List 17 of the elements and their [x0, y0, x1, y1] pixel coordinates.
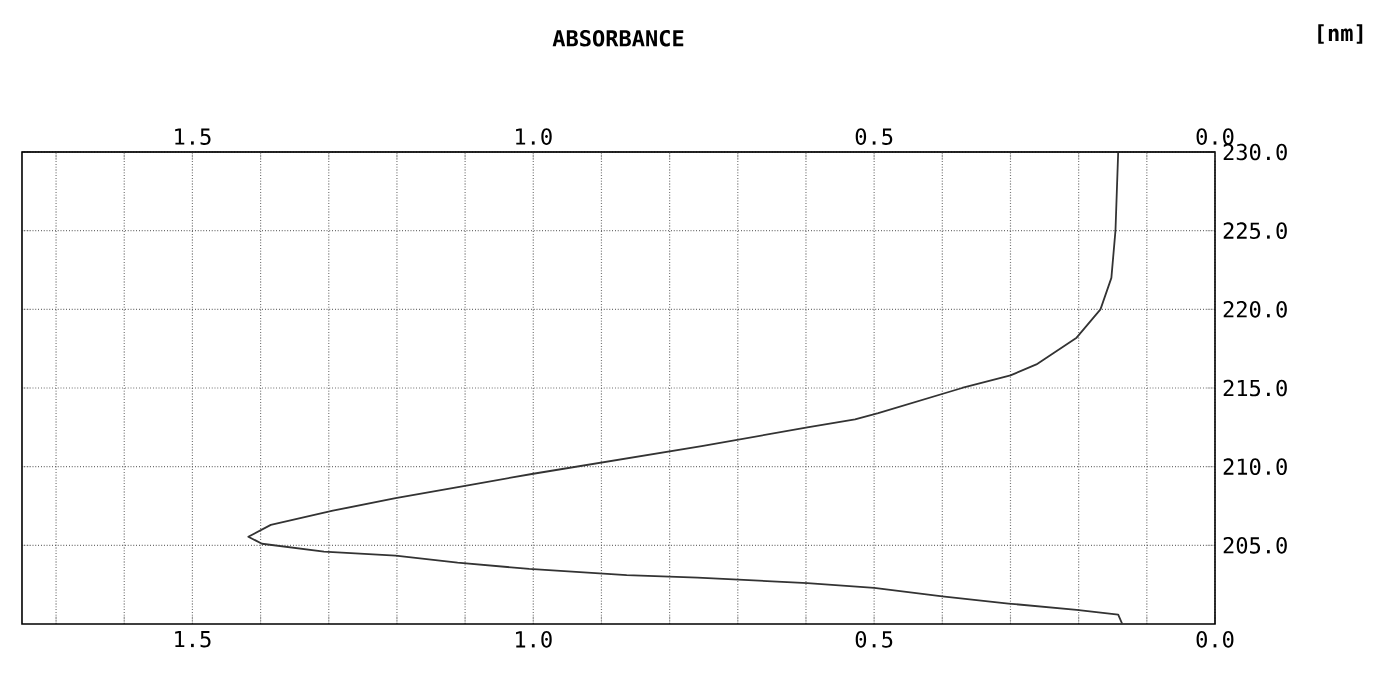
y-tick-label: 210.0 [1223, 458, 1287, 475]
x2-tick-label: 0.0 [1196, 631, 1234, 648]
y-tick-label: 225.0 [1223, 222, 1287, 239]
line-series [247, 152, 1124, 624]
x-tick-label: 0.5 [855, 128, 893, 145]
y-axis-title: [nm] [1318, 24, 1363, 44]
x2-tick-label: 0.5 [855, 631, 893, 648]
x-tick-label: 1.5 [175, 128, 211, 145]
y-tick-label: 205.0 [1223, 537, 1287, 554]
y-tick-label: 230.0 [1223, 143, 1287, 161]
x2-axis-title: ABSORBANCE [552, 29, 684, 47]
x-tick-label: 1.0 [516, 128, 552, 145]
x-tick-label: 0.0 [1196, 128, 1234, 145]
y-tick-label: 215.0 [1223, 379, 1287, 397]
x2-tick-label: 1.0 [516, 631, 552, 648]
x2-tick-label: 1.5 [175, 631, 211, 648]
y-tick-label: 220.0 [1223, 301, 1287, 318]
